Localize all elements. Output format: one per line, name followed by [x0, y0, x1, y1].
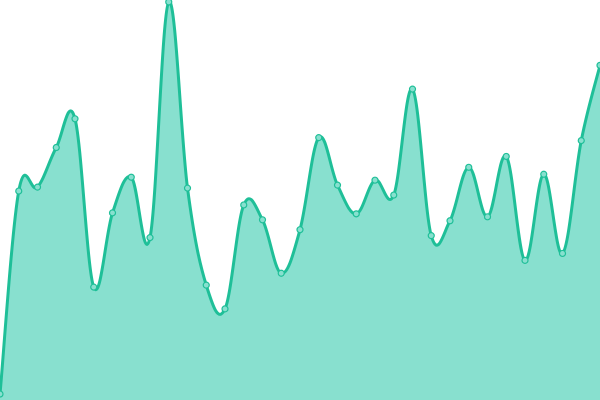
data-point[interactable]	[165, 0, 173, 6]
data-point[interactable]	[465, 163, 473, 171]
data-point[interactable]	[352, 210, 360, 218]
data-point[interactable]	[183, 184, 192, 192]
data-point[interactable]	[0, 390, 4, 398]
data-point[interactable]	[240, 201, 248, 209]
data-point[interactable]	[71, 115, 79, 123]
data-point[interactable]	[52, 143, 60, 152]
data-point[interactable]	[390, 191, 398, 199]
data-point[interactable]	[333, 181, 342, 189]
data-point[interactable]	[258, 216, 267, 224]
data-point[interactable]	[146, 234, 154, 242]
data-point[interactable]	[558, 249, 567, 258]
data-point[interactable]	[408, 85, 417, 93]
data-point[interactable]	[483, 213, 492, 221]
data-point[interactable]	[596, 61, 600, 69]
data-point[interactable]	[90, 283, 98, 291]
data-point[interactable]	[221, 305, 229, 313]
data-point[interactable]	[502, 152, 510, 161]
data-point[interactable]	[446, 217, 454, 225]
data-point[interactable]	[277, 269, 285, 277]
data-point[interactable]	[108, 209, 117, 217]
data-point[interactable]	[296, 226, 304, 234]
data-point[interactable]	[521, 256, 529, 264]
data-point[interactable]	[371, 176, 379, 184]
data-point[interactable]	[33, 183, 42, 191]
data-point[interactable]	[202, 281, 210, 289]
data-point[interactable]	[315, 134, 323, 142]
data-point[interactable]	[540, 170, 548, 178]
data-point[interactable]	[15, 187, 23, 195]
data-point[interactable]	[427, 232, 435, 240]
data-point[interactable]	[577, 136, 585, 145]
data-point[interactable]	[127, 173, 135, 181]
